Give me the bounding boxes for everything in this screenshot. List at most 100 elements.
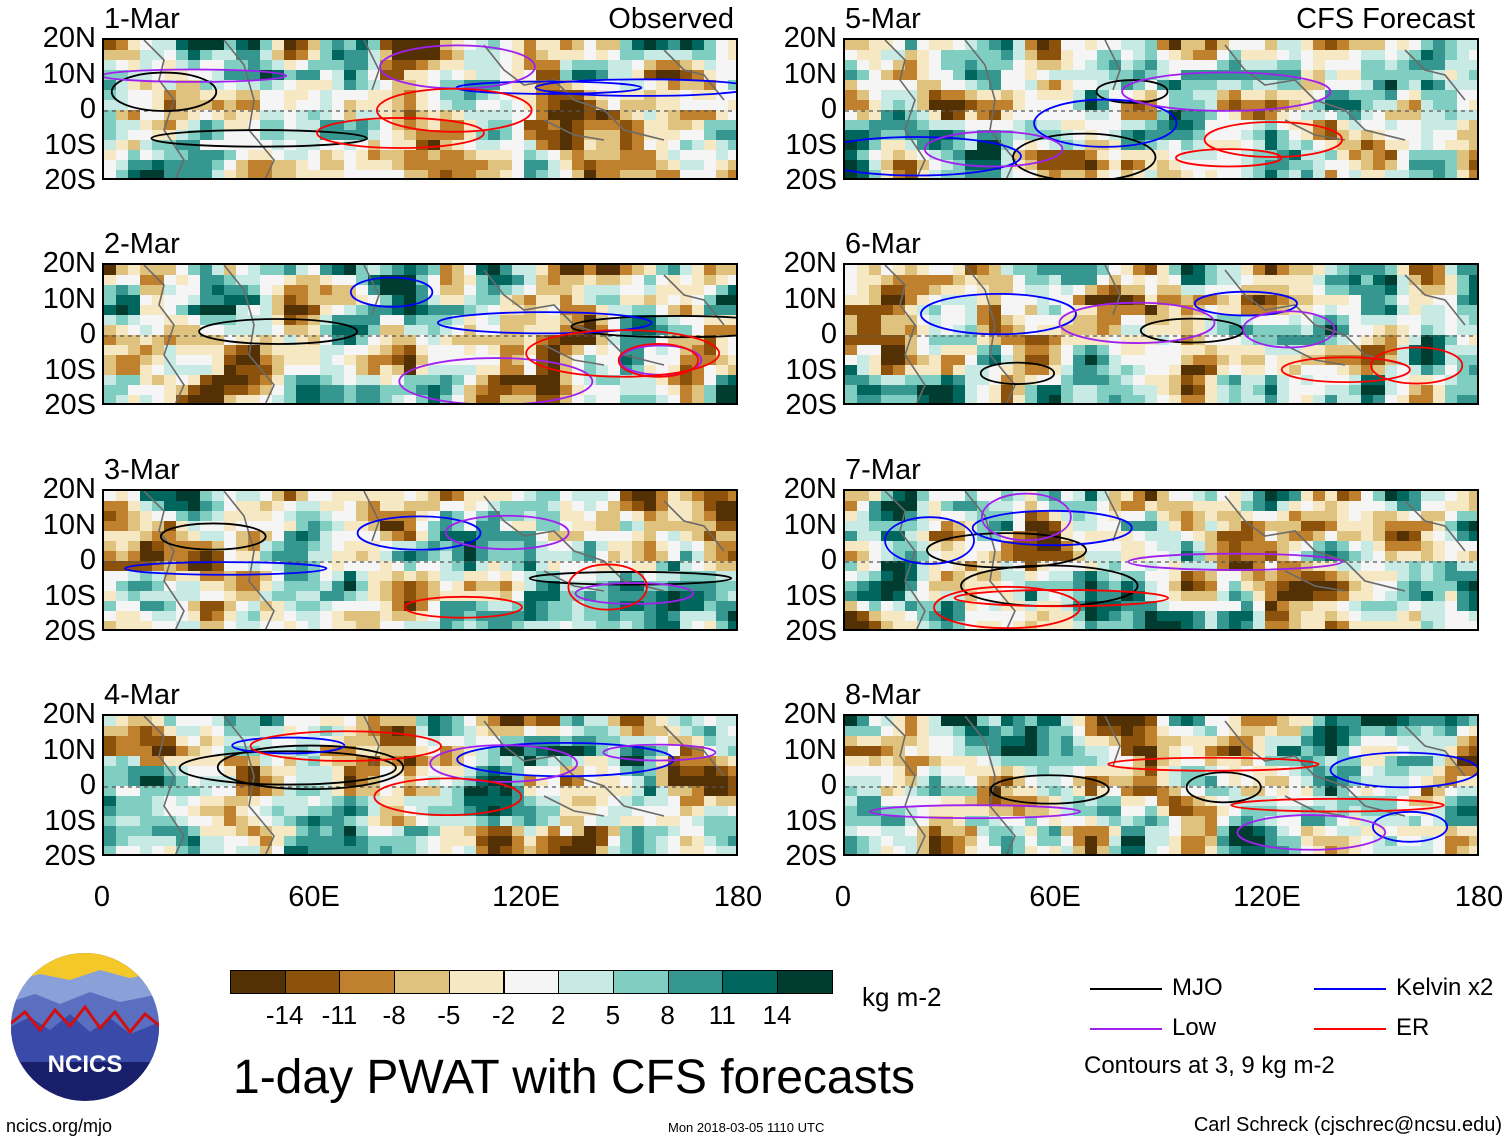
legend-label: MJO <box>1172 974 1223 1001</box>
lat-tick-label: 10N <box>783 57 837 90</box>
coastline <box>543 795 605 817</box>
coastline <box>1404 49 1466 101</box>
contour-er <box>525 329 721 378</box>
lat-tick-label: 20N <box>783 473 837 505</box>
contour-low <box>104 68 288 83</box>
colorbar-swatch <box>612 970 669 994</box>
lat-tick-label: 10S <box>785 128 837 161</box>
contour-er <box>1107 756 1320 772</box>
colorbar-level: 14 <box>762 1000 792 1030</box>
contour-kelvin-x2 <box>356 515 482 551</box>
legend-label: Kelvin x2 <box>1396 974 1494 1001</box>
contour-kelvin-x2 <box>1372 810 1449 843</box>
contour-kelvin-x2 <box>971 509 1133 547</box>
contour-er <box>249 730 442 762</box>
contour-er <box>933 585 1081 629</box>
footer-url: ncics.org/mjo <box>6 1116 113 1136</box>
logo-text: NCICS <box>48 1051 123 1078</box>
lat-tick-label: 20S <box>785 615 837 647</box>
lat-tick-label: 20N <box>783 247 837 279</box>
contour-mjo <box>216 744 405 791</box>
contour-er <box>1203 121 1344 158</box>
lat-tick-label: 20N <box>42 22 96 54</box>
legend-line-er <box>1314 1028 1386 1030</box>
lat-tick-label: 20S <box>785 164 837 196</box>
lat-tick-label: 10S <box>785 804 837 837</box>
lon-tick-label: 0 <box>834 881 852 913</box>
coastline <box>1284 344 1346 366</box>
colorbar-swatch <box>667 970 724 994</box>
coastline <box>663 725 725 777</box>
colorbar-swatch <box>339 970 396 994</box>
pwat-map <box>845 716 1477 854</box>
lat-tick-label: 0 <box>79 318 96 350</box>
chart-title: 1-day PWAT with CFS forecasts <box>233 1051 915 1104</box>
colorbar-level: 2 <box>550 1000 566 1030</box>
pwat-map <box>104 716 736 854</box>
lat-tick-label: 10S <box>785 579 837 612</box>
lat-tick-label: 10S <box>44 353 96 386</box>
coastline <box>143 265 185 403</box>
lat-tick-label: 20S <box>785 840 837 872</box>
coastline <box>1404 725 1466 777</box>
contour-low <box>1127 552 1343 571</box>
panel-tag: CFS Forecast <box>1296 3 1475 35</box>
panel-date: 3-Mar <box>104 454 180 486</box>
panel-date: 5-Mar <box>845 3 921 35</box>
lon-tick-label: 60E <box>288 881 340 913</box>
colorbar-swatch <box>394 970 450 994</box>
contour-mjo <box>110 71 218 112</box>
contour-kelvin-x2 <box>231 736 346 755</box>
contour-low <box>444 514 570 551</box>
coastline <box>1104 40 1121 91</box>
contour-kelvin-x2 <box>349 276 434 308</box>
pwat-map <box>104 265 736 403</box>
legend-line-mjo <box>1090 988 1162 990</box>
coastline <box>483 495 665 592</box>
coastline <box>483 44 665 141</box>
coastline <box>964 265 1016 403</box>
colorbar-level: -11 <box>321 1000 358 1030</box>
legend-line-kelvin-x2 <box>1314 988 1386 990</box>
ncics-logo: NCICS <box>11 953 159 1101</box>
contour-kelvin-x2 <box>884 516 975 565</box>
contour-kelvin-x2 <box>436 311 653 335</box>
lat-tick-label: 20S <box>44 164 96 196</box>
lat-tick-label: 20N <box>783 22 837 54</box>
map-panel <box>843 714 1479 856</box>
contour-er <box>316 117 485 149</box>
contour-low <box>398 357 594 403</box>
coastline <box>363 40 380 91</box>
coastline <box>143 491 185 629</box>
coastline <box>1104 491 1121 542</box>
contour-kelvin-x2 <box>534 78 736 97</box>
lat-tick-label: 10N <box>42 57 96 90</box>
lat-tick-label: 10N <box>42 282 96 315</box>
lat-tick-label: 10N <box>42 508 96 541</box>
lat-tick-label: 0 <box>820 544 837 576</box>
contour-kelvin-x2 <box>920 292 1077 336</box>
coastline <box>483 269 665 366</box>
panel-date: 7-Mar <box>845 454 921 486</box>
map-panel <box>102 38 738 180</box>
coastline <box>223 491 275 629</box>
contour-low <box>602 743 717 762</box>
lat-tick-label: 10S <box>785 353 837 386</box>
coastline <box>483 720 665 817</box>
contour-er <box>1370 346 1464 385</box>
lat-tick-label: 20S <box>44 615 96 647</box>
coastline <box>543 570 605 592</box>
panel-date: 6-Mar <box>845 228 921 260</box>
contour-mjo <box>1095 79 1169 104</box>
contour-kelvin-x2 <box>1329 751 1477 789</box>
pwat-map <box>104 491 736 629</box>
legend-line-low <box>1090 1028 1162 1030</box>
contour-mjo <box>570 315 736 339</box>
coastline <box>1404 274 1466 326</box>
colorbar-level: -5 <box>437 1000 461 1030</box>
contour-low <box>980 492 1072 542</box>
coastline <box>543 119 605 141</box>
contour-mjo <box>528 571 733 586</box>
contour-er <box>1175 148 1283 168</box>
colorbar-swatch <box>558 970 614 994</box>
